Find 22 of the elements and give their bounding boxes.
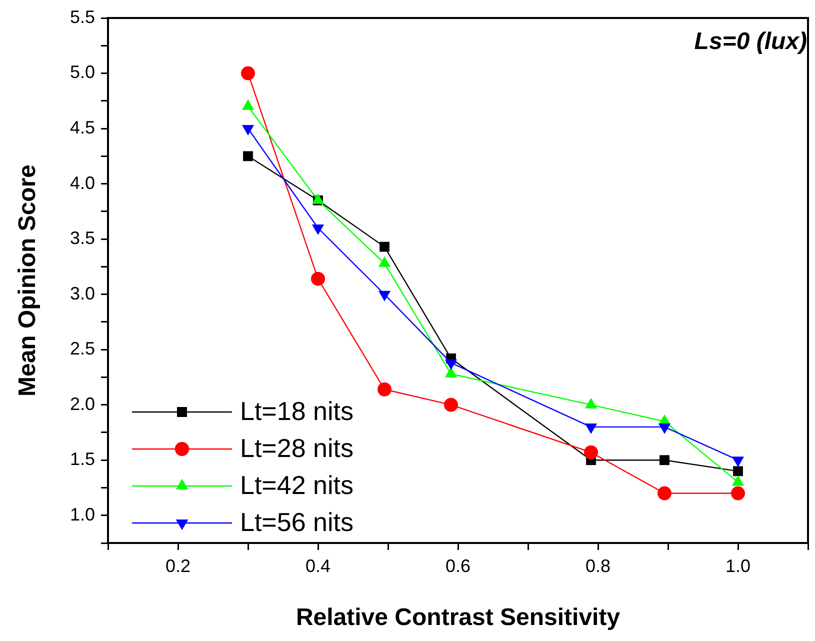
- y-axis-title: Mean Opinion Score: [14, 164, 42, 397]
- y-tick-label: 3.0: [70, 283, 95, 304]
- y-tick-label: 2.5: [70, 338, 95, 359]
- legend-label: Lt=18 nits: [240, 396, 354, 427]
- x-tick-label: 0.6: [445, 556, 471, 576]
- y-tick-label: 1.5: [70, 449, 95, 470]
- y-tick-label: 5.5: [70, 6, 95, 27]
- x-axis-title: Relative Contrast Sensitivity: [296, 604, 621, 632]
- x-tick-label: 1.0: [725, 556, 751, 576]
- y-tick-label: 5.0: [70, 62, 95, 82]
- y-tick-label: 2.0: [70, 394, 95, 414]
- y-tick-label: 4.5: [70, 117, 95, 138]
- annotation: Ls=0 (lux): [694, 28, 807, 56]
- legend-label: Lt=42 nits: [240, 470, 354, 501]
- x-tick-label: 0.2: [165, 556, 191, 576]
- y-tick-label: 4.0: [70, 172, 95, 193]
- legend-label: Lt=28 nits: [240, 433, 354, 464]
- x-tick-label: 0.8: [585, 556, 611, 576]
- y-tick-label: 3.5: [70, 228, 95, 248]
- x-tick-label: 0.4: [305, 556, 331, 576]
- y-tick-label: 1.0: [70, 504, 95, 524]
- legend-label: Lt=56 nits: [240, 507, 354, 538]
